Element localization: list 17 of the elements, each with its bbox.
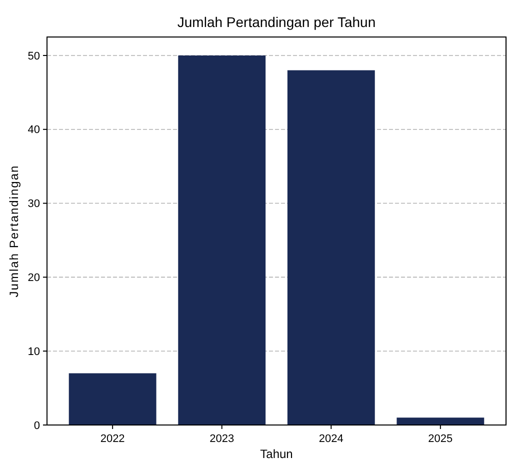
y-tick-label: 40: [28, 124, 40, 136]
x-tick-label: 2025: [428, 433, 453, 445]
chart-title: Jumlah Pertandingan per Tahun: [177, 14, 376, 30]
bar: [396, 418, 484, 425]
bar: [68, 373, 156, 425]
x-tick-label: 2024: [318, 433, 344, 445]
x-tick-label: 2022: [100, 433, 125, 445]
y-tick-label: 20: [28, 272, 40, 284]
x-tick-label: 2023: [210, 433, 234, 445]
y-axis-title: Jumlah Pertandingan: [7, 164, 21, 298]
bar: [178, 55, 266, 425]
y-tick-label: 0: [34, 420, 40, 432]
x-axis-title: Tahun: [260, 447, 293, 461]
bar: [287, 70, 375, 425]
y-tick-label: 50: [28, 50, 40, 62]
y-tick-label: 30: [28, 198, 40, 210]
y-tick-label: 10: [28, 346, 40, 358]
